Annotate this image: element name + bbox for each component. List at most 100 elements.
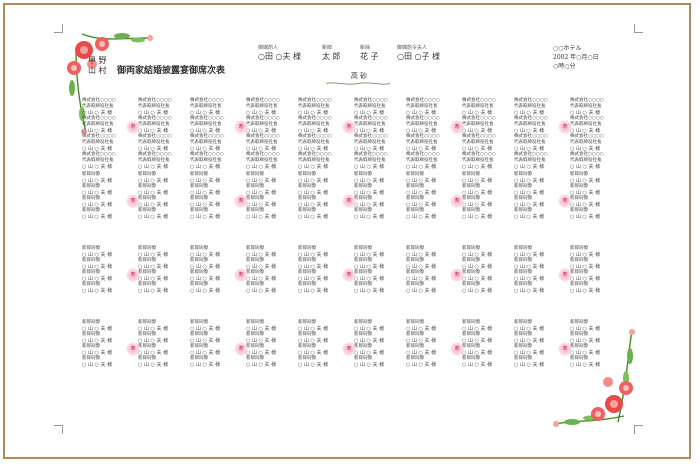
bride: 新婦 花 子 [360, 44, 379, 62]
guest-title: 代表取締役社長 [406, 140, 438, 145]
guest-name: ○ 山 ○ 夫 様 [354, 264, 385, 270]
guest-relation: 新郎同僚 [514, 332, 532, 337]
guest-name: ○ 山 ○ 夫 様 [82, 214, 113, 220]
table-seat-column: 新郎同僚 ○ 山 ○ 夫 様新郎同僚 ○ 山 ○ 夫 様新郎同僚 ○ 山 ○ 夫 様新… [190, 320, 234, 368]
table-mark: 寿 [558, 120, 572, 134]
head-table-ornament [326, 82, 390, 85]
guest-relation: 新郎同僚 [514, 208, 532, 213]
guest-name: ○ 山 ○ 夫 様 [514, 252, 545, 258]
guest-relation: 新郎同僚 [462, 332, 480, 337]
groom-role: 新郎 [322, 45, 333, 51]
guest-title: 代表取締役社長 [462, 122, 494, 127]
guest-relation: 新郎同僚 [246, 332, 264, 337]
table-seat-column: 新郎同僚 ○ 山 ○ 夫 様新郎同僚 ○ 山 ○ 夫 様新郎同僚 ○ 山 ○ 夫 様新… [82, 172, 126, 220]
table-seat-column: 新郎同僚 ○ 山 ○ 夫 様新郎同僚 ○ 山 ○ 夫 様新郎同僚 ○ 山 ○ 夫 様新… [406, 320, 450, 368]
guest-name: ○ 山 ○ 夫 様 [354, 146, 385, 152]
guest-name: ○ 山 ○ 夫 様 [462, 338, 493, 344]
table-seat-column: 新郎同僚 ○ 山 ○ 夫 様新郎同僚 ○ 山 ○ 夫 様新郎同僚 ○ 山 ○ 夫 様新… [462, 172, 506, 220]
guest-name: ○ 山 ○ 夫 様 [298, 326, 329, 332]
guest-name: ○ 山 ○ 夫 様 [246, 350, 277, 356]
guest-name: ○ 山 ○ 夫 様 [570, 190, 601, 196]
mc-right-role: 御媒酌令夫人 [397, 45, 428, 51]
table-seat-column: 新郎同僚 ○ 山 ○ 夫 様新郎同僚 ○ 山 ○ 夫 様新郎同僚 ○ 山 ○ 夫 様新… [246, 172, 290, 220]
guest-title: 代表取締役社長 [82, 140, 114, 145]
guest-relation: 新郎同僚 [570, 184, 588, 189]
guest-table: 株式会社○○○○ 代表取締役社長 ○ 山 ○ 夫 様株式会社○○○○ 代表取締役社長 ○… [406, 98, 506, 170]
table-seat-column: 新郎同僚 ○ 山 ○ 夫 様新郎同僚 ○ 山 ○ 夫 様新郎同僚 ○ 山 ○ 夫 様新… [514, 320, 558, 368]
guest-name: ○ 山 ○ 夫 様 [514, 350, 545, 356]
guest-relation: 新郎同僚 [354, 270, 372, 275]
guest-company: 株式会社○○○○ [138, 98, 172, 103]
guest-name: ○ 山 ○ 夫 様 [462, 164, 493, 170]
guest-name: ○ 山 ○ 夫 様 [190, 110, 221, 116]
guest-relation: 新郎同僚 [462, 172, 480, 177]
guest-relation: 新郎同僚 [190, 208, 208, 213]
guest-name: ○ 山 ○ 夫 様 [246, 146, 277, 152]
table-seat-column: 新郎同僚 ○ 山 ○ 夫 様新郎同僚 ○ 山 ○ 夫 様新郎同僚 ○ 山 ○ 夫 様新… [570, 246, 614, 294]
guest-company: 株式会社○○○○ [138, 116, 172, 121]
guest-title: 代表取締役社長 [246, 158, 278, 163]
mc-left: 御媒酌人 ○田 ○夫 様 [258, 44, 301, 62]
guest-relation: 新郎同僚 [462, 208, 480, 213]
guest-relation: 新郎同僚 [190, 332, 208, 337]
guest-relation: 新郎同僚 [138, 172, 156, 177]
guest-name: ○ 山 ○ 夫 様 [354, 252, 385, 258]
guest-name: ○ 山 ○ 夫 様 [246, 362, 277, 368]
table-seat-column: 新郎同僚 ○ 山 ○ 夫 様新郎同僚 ○ 山 ○ 夫 様新郎同僚 ○ 山 ○ 夫 様新… [462, 320, 506, 368]
guest-name: ○ 山 ○ 夫 様 [246, 326, 277, 332]
guest-name: ○ 山 ○ 夫 様 [246, 178, 277, 184]
guest-table: 新郎同僚 ○ 山 ○ 夫 様新郎同僚 ○ 山 ○ 夫 様新郎同僚 ○ 山 ○ 夫 様新… [514, 172, 614, 242]
guest-company: 株式会社○○○○ [298, 134, 332, 139]
guest-name: ○ 山 ○ 夫 様 [246, 252, 277, 258]
guest-name: ○ 山 ○ 夫 様 [298, 202, 329, 208]
guest-table: 株式会社○○○○ 代表取締役社長 ○ 山 ○ 夫 様株式会社○○○○ 代表取締役社長 ○… [82, 98, 182, 170]
crop-mark [634, 24, 643, 33]
guest-company: 株式会社○○○○ [406, 134, 440, 139]
guest-company: 株式会社○○○○ [406, 98, 440, 103]
table-seat-column: 株式会社○○○○ 代表取締役社長 ○ 山 ○ 夫 様株式会社○○○○ 代表取締役社長 ○… [246, 98, 290, 170]
guest-relation: 新郎同僚 [514, 320, 532, 325]
guest-title: 代表取締役社長 [354, 140, 386, 145]
guest-relation: 新郎同僚 [406, 258, 424, 263]
guest-relation: 新郎同僚 [514, 282, 532, 287]
guest-relation: 新郎同僚 [82, 172, 100, 177]
guest-relation: 新郎同僚 [246, 258, 264, 263]
guest-relation: 新郎同僚 [462, 196, 480, 201]
guest-company: 株式会社○○○○ [354, 98, 388, 103]
table-seat-column: 株式会社○○○○ 代表取締役社長 ○ 山 ○ 夫 様株式会社○○○○ 代表取締役社長 ○… [298, 98, 342, 170]
guest-relation: 新郎同僚 [514, 184, 532, 189]
table-seat-column: 新郎同僚 ○ 山 ○ 夫 様新郎同僚 ○ 山 ○ 夫 様新郎同僚 ○ 山 ○ 夫 様新… [354, 172, 398, 220]
guest-title: 代表取締役社長 [298, 104, 330, 109]
guest-name: ○ 山 ○ 夫 様 [246, 288, 277, 294]
table-mark: 寿 [342, 268, 356, 282]
guest-name: ○ 山 ○ 夫 様 [82, 202, 113, 208]
guest-name: ○ 山 ○ 夫 様 [462, 350, 493, 356]
guest-name: ○ 山 ○ 夫 様 [138, 202, 169, 208]
guest-table: 株式会社○○○○ 代表取締役社長 ○ 山 ○ 夫 様株式会社○○○○ 代表取締役社長 ○… [190, 98, 290, 170]
guest-name: ○ 山 ○ 夫 様 [354, 338, 385, 344]
guest-name: ○ 山 ○ 夫 様 [514, 178, 545, 184]
guest-title: 代表取締役社長 [514, 158, 546, 163]
guest-relation: 新郎同僚 [190, 344, 208, 349]
guest-name: ○ 山 ○ 夫 様 [354, 362, 385, 368]
guest-name: ○ 山 ○ 夫 様 [406, 252, 437, 258]
guest-name: ○ 山 ○ 夫 様 [298, 362, 329, 368]
guest-title: 代表取締役社長 [190, 158, 222, 163]
guest-relation: 新郎同僚 [462, 258, 480, 263]
guest-company: 株式会社○○○○ [462, 134, 496, 139]
guest-table: 株式会社○○○○ 代表取締役社長 ○ 山 ○ 夫 様株式会社○○○○ 代表取締役社長 ○… [514, 98, 614, 170]
guest-table: 株式会社○○○○ 代表取締役社長 ○ 山 ○ 夫 様株式会社○○○○ 代表取締役社長 ○… [298, 98, 398, 170]
guest-name: ○ 山 ○ 夫 様 [570, 350, 601, 356]
bride-role: 新婦 [360, 45, 371, 51]
guest-name: ○ 山 ○ 夫 様 [406, 214, 437, 220]
guest-relation: 新郎同僚 [462, 356, 480, 361]
guest-name: ○ 山 ○ 夫 様 [82, 128, 113, 134]
guest-company: 株式会社○○○○ [570, 152, 604, 157]
guest-relation: 新郎同僚 [570, 332, 588, 337]
guest-table: 新郎同僚 ○ 山 ○ 夫 様新郎同僚 ○ 山 ○ 夫 様新郎同僚 ○ 山 ○ 夫 様新… [190, 246, 290, 316]
table-seat-column: 新郎同僚 ○ 山 ○ 夫 様新郎同僚 ○ 山 ○ 夫 様新郎同僚 ○ 山 ○ 夫 様新… [298, 246, 342, 294]
table-seat-column: 新郎同僚 ○ 山 ○ 夫 様新郎同僚 ○ 山 ○ 夫 様新郎同僚 ○ 山 ○ 夫 様新… [570, 320, 614, 368]
guest-name: ○ 山 ○ 夫 様 [514, 128, 545, 134]
guest-relation: 新郎同僚 [354, 344, 372, 349]
guest-relation: 新郎同僚 [570, 270, 588, 275]
